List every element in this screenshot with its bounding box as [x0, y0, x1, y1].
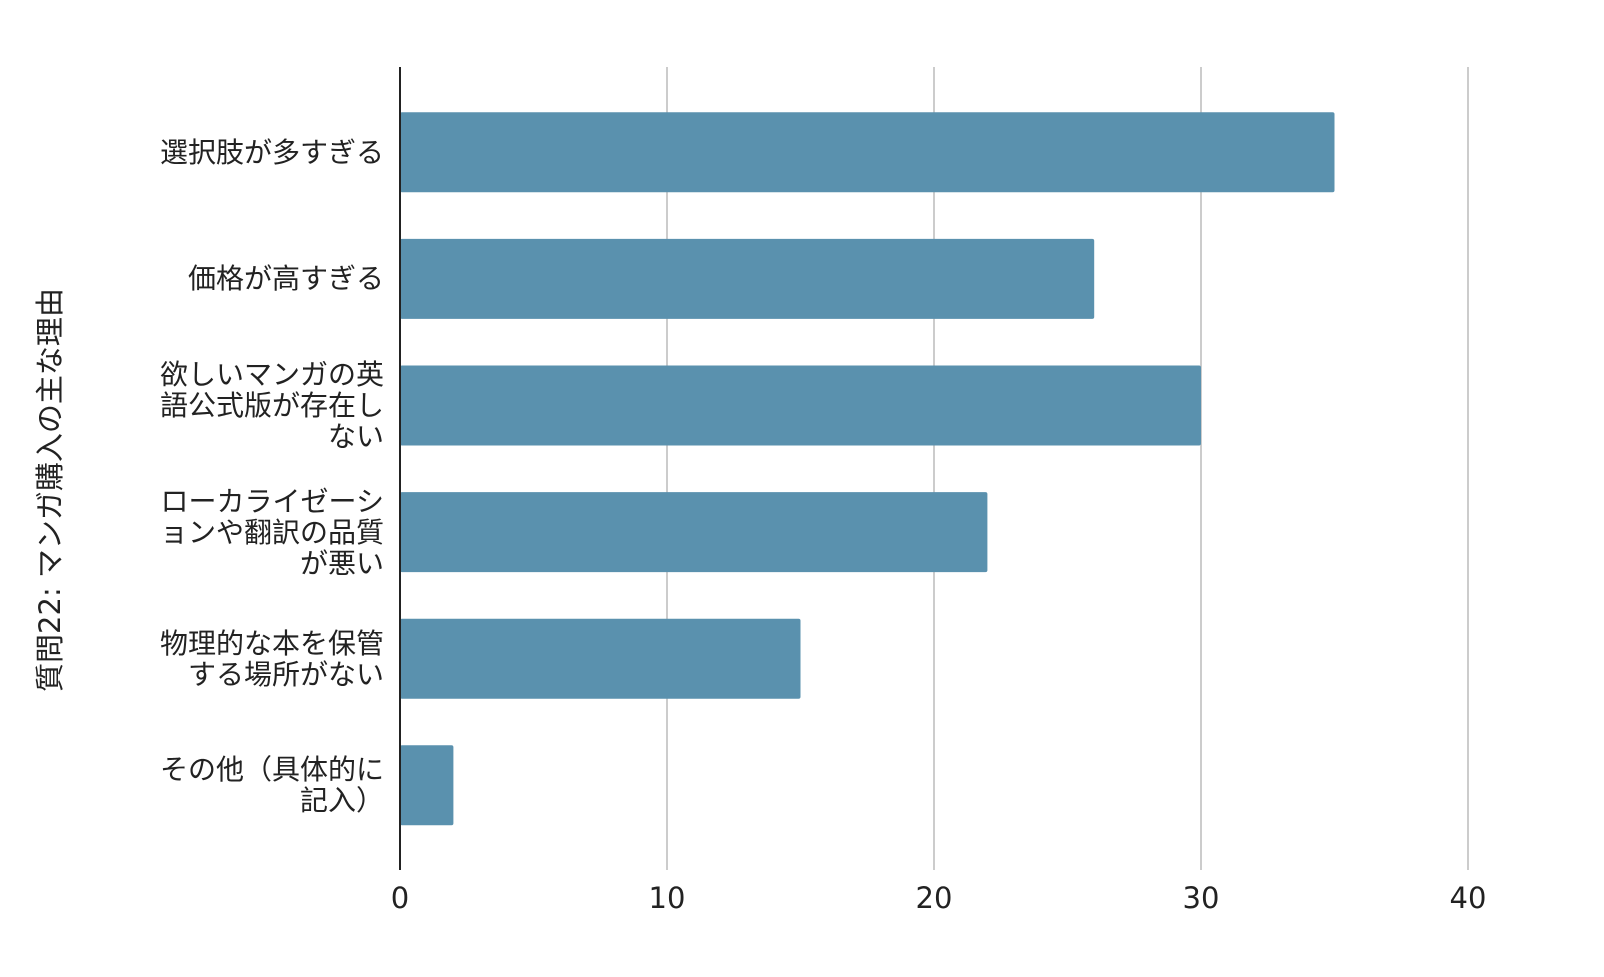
x-tick-label: 10: [649, 881, 686, 915]
bar: [400, 618, 801, 699]
y-tick-label: ローカライゼーションや翻訳の品質が悪い: [159, 484, 384, 580]
y-tick-label-box: 価格が高すぎる: [134, 216, 384, 343]
y-tick-label-box: 欲しいマンガの英語公式版が存在しない: [134, 342, 384, 469]
bar: [400, 492, 988, 573]
y-tick-label-box: 選択肢が多すぎる: [134, 89, 384, 216]
bar: [400, 238, 1095, 319]
y-tick-label-box: ローカライゼーションや翻訳の品質が悪い: [134, 469, 384, 596]
x-tick-label: 30: [1183, 881, 1220, 915]
y-tick-label-box: 物理的な本を保管する場所がない: [134, 595, 384, 722]
x-tick-label: 40: [1450, 881, 1487, 915]
bar: [400, 365, 1201, 446]
x-tick-label: 20: [916, 881, 953, 915]
y-tick-label: 選択肢が多すぎる: [159, 135, 384, 169]
y-tick-label: 価格が高すぎる: [187, 262, 384, 296]
bar: [400, 745, 454, 826]
y-tick-label: 物理的な本を保管する場所がない: [159, 626, 384, 691]
y-tick-label: 欲しいマンガの英語公式版が存在しない: [159, 357, 384, 453]
x-tick-label: 0: [391, 881, 409, 915]
bar: [400, 112, 1335, 193]
y-tick-label: その他（具体的に記入）: [159, 753, 384, 818]
y-axis-label: 質問22: マンガ購入の主な理由: [33, 288, 67, 692]
y-tick-label-box: その他（具体的に記入）: [134, 722, 384, 849]
